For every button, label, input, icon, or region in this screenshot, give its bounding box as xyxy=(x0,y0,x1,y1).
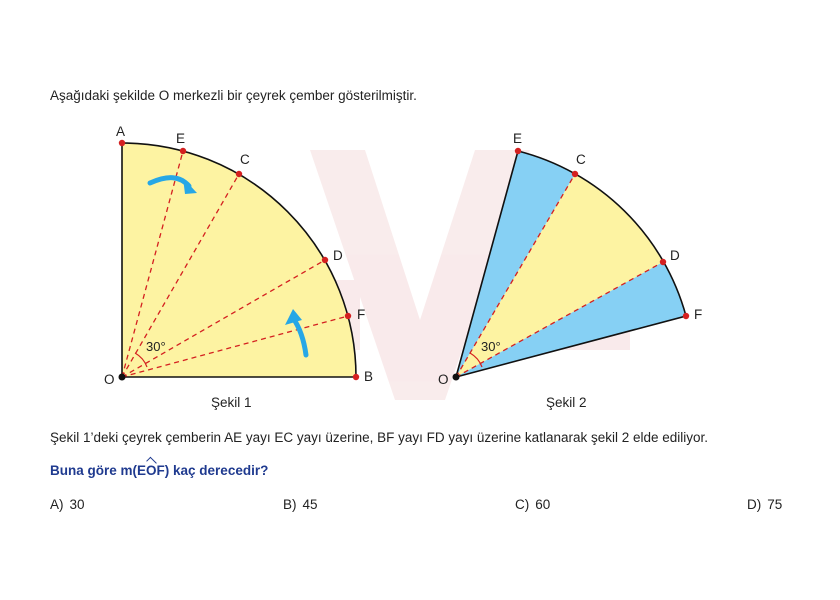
label-e-2: E xyxy=(513,131,522,146)
label-o: O xyxy=(104,372,115,387)
folded-flap-bottom xyxy=(456,262,686,377)
fold-arrow-top-head-icon xyxy=(183,178,197,194)
figure-2: 30° E C D F O xyxy=(438,131,702,387)
label-b: B xyxy=(364,369,373,384)
label-f-2: F xyxy=(694,307,702,322)
folded-flap-top xyxy=(456,151,575,377)
label-e: E xyxy=(176,131,185,146)
point-f-2 xyxy=(682,312,690,320)
point-e xyxy=(179,147,187,155)
point-b xyxy=(352,373,360,381)
label-a: A xyxy=(116,124,125,139)
figure-2-caption: Şekil 2 xyxy=(546,395,587,410)
option-value: 60 xyxy=(535,497,551,512)
option-letter: C) xyxy=(515,497,530,512)
problem-description: Şekil 1’deki çeyrek çemberin AE yayı EC … xyxy=(50,430,709,445)
dashed-line-od xyxy=(121,259,326,378)
option-a[interactable]: A) 30 xyxy=(50,497,85,512)
dashed-line-oe xyxy=(121,150,184,378)
angle-arc-30 xyxy=(134,352,148,368)
folded-outline xyxy=(454,150,687,379)
option-value: 75 xyxy=(767,497,783,512)
intro-text: Aşağıdaki şekilde O merkezli bir çeyrek … xyxy=(50,88,417,103)
dashed-line-oc xyxy=(121,173,240,378)
arc-eof: EOF xyxy=(137,463,165,478)
point-f xyxy=(344,312,352,320)
folded-sector-yellow xyxy=(456,174,663,377)
question-text: Buna göre m(EOF) kaç derecedir? xyxy=(50,463,268,478)
option-c[interactable]: C) 60 xyxy=(515,497,550,512)
point-c xyxy=(235,170,243,178)
point-d xyxy=(321,256,329,264)
dashed-line-od-2 xyxy=(455,261,664,378)
label-c-2: C xyxy=(576,152,586,167)
option-letter: A) xyxy=(50,497,64,512)
angle-arc-30-2 xyxy=(469,352,483,368)
fold-arrow-bottom-head-icon xyxy=(285,309,302,325)
dashed-line-of xyxy=(121,315,349,378)
point-o-2 xyxy=(452,373,460,381)
question-suffix: ) kaç derecedir? xyxy=(164,463,269,478)
label-o-2: O xyxy=(438,372,449,387)
label-d: D xyxy=(333,248,343,263)
option-d[interactable]: D) 75 xyxy=(747,497,782,512)
angle-label-2: 30° xyxy=(481,339,501,354)
label-d-2: D xyxy=(670,248,680,263)
question-prefix: Buna göre m( xyxy=(50,463,138,478)
point-d-2 xyxy=(659,258,667,266)
point-o xyxy=(118,373,126,381)
figure-1-caption: Şekil 1 xyxy=(211,395,252,410)
option-letter: B) xyxy=(283,497,297,512)
label-c: C xyxy=(240,152,250,167)
label-f: F xyxy=(357,307,365,322)
dashed-line-oc-2 xyxy=(455,173,576,378)
option-letter: D) xyxy=(747,497,762,512)
option-b[interactable]: B) 45 xyxy=(283,497,318,512)
option-value: 30 xyxy=(69,497,85,512)
point-e-2 xyxy=(514,147,522,155)
option-value: 45 xyxy=(302,497,318,512)
point-c-2 xyxy=(571,170,579,178)
point-a xyxy=(118,139,126,147)
angle-label: 30° xyxy=(146,339,166,354)
figure-1: 30° A E C D F B O xyxy=(104,124,373,387)
